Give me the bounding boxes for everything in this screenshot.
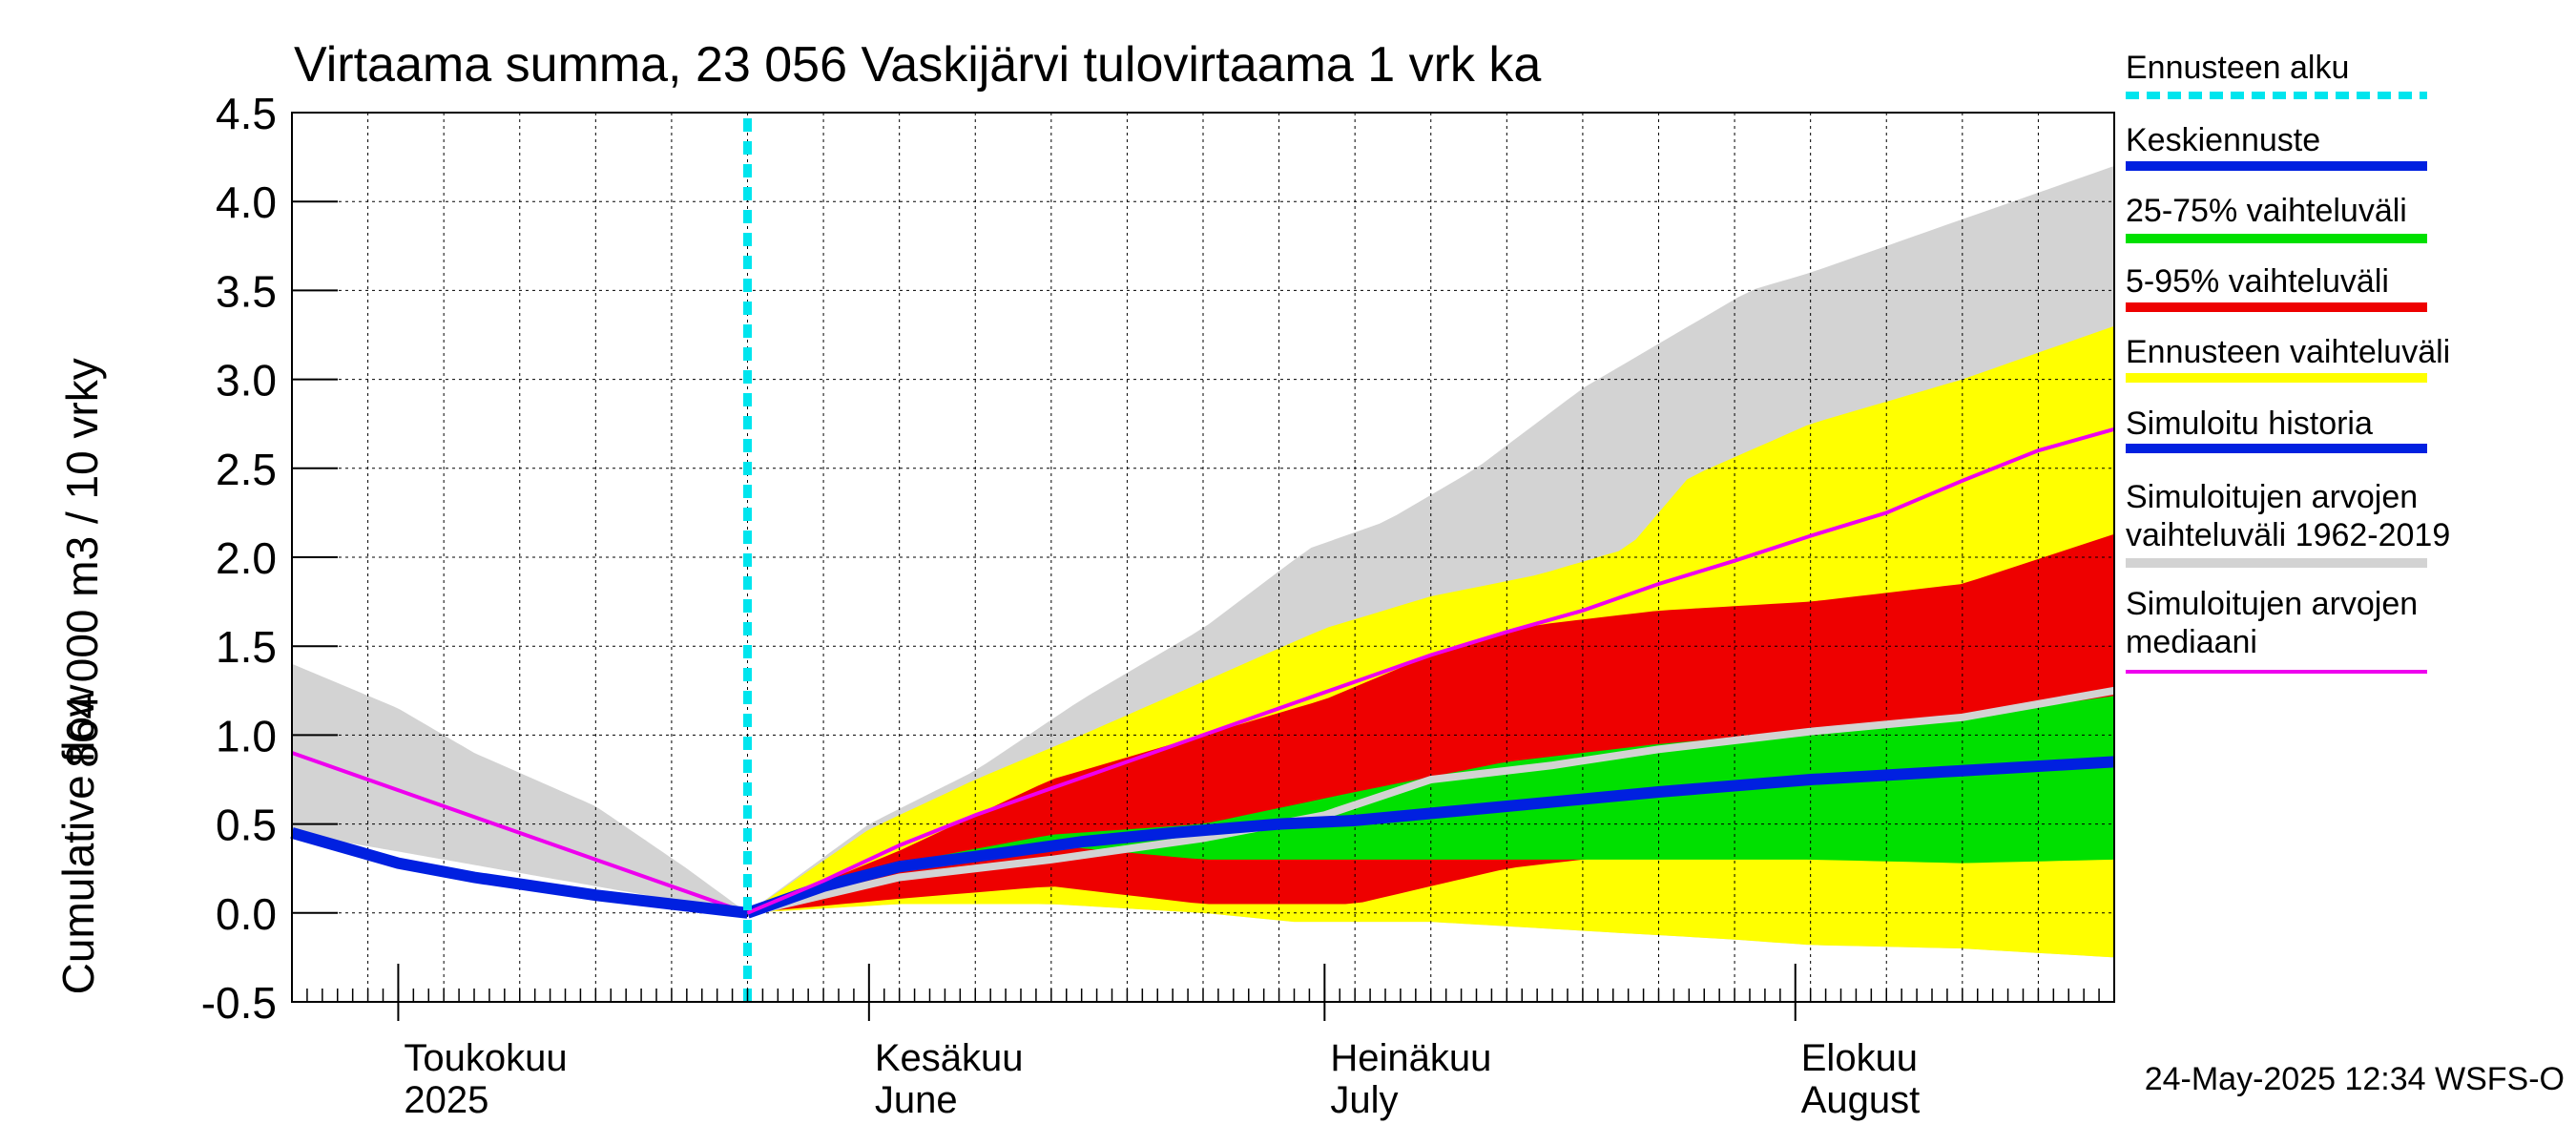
y-axis-label-top: 864 000 m3 / 10 vrky bbox=[57, 358, 107, 768]
y-axis-label-bottom: Cumulative flow bbox=[53, 684, 103, 994]
y-tick-label: 2.0 bbox=[216, 533, 277, 583]
legend-label-line2: vaihteluväli 1962-2019 bbox=[2126, 517, 2450, 553]
footer-timestamp: 24-May-2025 12:34 WSFS-O bbox=[2145, 1061, 2565, 1097]
legend-label: Simuloitu historia bbox=[2126, 406, 2373, 442]
y-tick-label: 3.5 bbox=[216, 266, 277, 316]
legend-label-line2: mediaani bbox=[2126, 624, 2257, 660]
legend-label: Simuloitujen arvojen bbox=[2126, 479, 2418, 515]
x-month-sublabel: July bbox=[1330, 1079, 1398, 1121]
y-tick-label: 0.5 bbox=[216, 801, 277, 850]
legend-label: Simuloitujen arvojen bbox=[2126, 586, 2418, 622]
x-month-sublabel: August bbox=[1801, 1079, 1921, 1121]
y-tick-label: 1.0 bbox=[216, 711, 277, 760]
band-25-75 bbox=[747, 696, 2114, 913]
legend-label: Ennusteen vaihteluväli bbox=[2126, 334, 2450, 370]
y-tick-label: 0.0 bbox=[216, 889, 277, 939]
line-simulated-median bbox=[746, 427, 2115, 915]
legend-label: Keskiennuste bbox=[2126, 122, 2320, 158]
x-month-label: Elokuu bbox=[1801, 1037, 1918, 1079]
x-month-sublabel: June bbox=[875, 1079, 958, 1121]
x-month-sublabel: 2025 bbox=[404, 1079, 488, 1121]
y-tick-label: 4.0 bbox=[216, 177, 277, 227]
y-tick-label: 1.5 bbox=[216, 622, 277, 672]
line-simulated-median-range bbox=[746, 686, 2115, 917]
y-tick-label: 2.5 bbox=[216, 445, 277, 494]
x-month-label: Kesäkuu bbox=[875, 1037, 1024, 1079]
x-month-label: Toukokuu bbox=[404, 1037, 567, 1079]
y-tick-label: -0.5 bbox=[201, 978, 277, 1028]
legend-label: 5-95% vaihteluväli bbox=[2126, 263, 2389, 300]
y-tick-label: 4.5 bbox=[216, 89, 277, 138]
legend-label: 25-75% vaihteluväli bbox=[2126, 193, 2407, 229]
chart-title: Virtaama summa, 23 056 Vaskijärvi tulovi… bbox=[294, 37, 1541, 93]
legend-label: Ennusteen alku bbox=[2126, 50, 2349, 86]
x-month-label: Heinäkuu bbox=[1330, 1037, 1491, 1079]
y-tick-label: 3.0 bbox=[216, 356, 277, 406]
line-mean-forecast bbox=[745, 756, 2115, 919]
line-simulated-history bbox=[290, 827, 749, 919]
line-historical-median bbox=[291, 751, 749, 915]
